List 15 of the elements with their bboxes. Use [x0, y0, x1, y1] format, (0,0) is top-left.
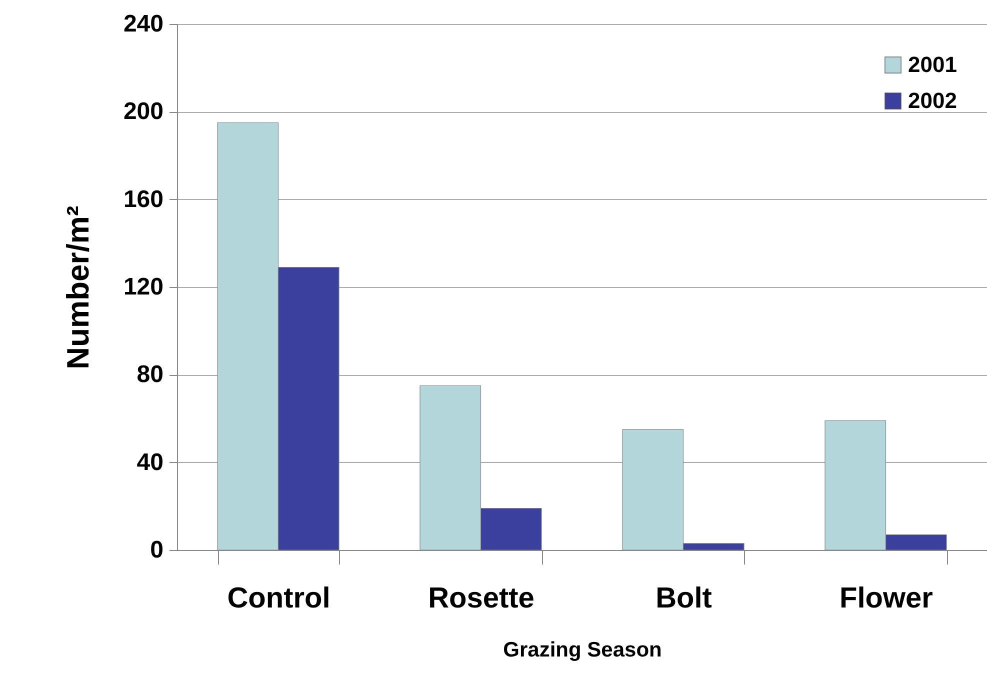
y-tick-label: 40: [136, 448, 164, 476]
legend-label: 2002: [908, 88, 957, 113]
y-tick-label: 160: [123, 186, 164, 213]
y-tick-label: 120: [123, 274, 164, 300]
x-tick-label: Bolt: [656, 582, 712, 614]
x-tick-label: Rosette: [428, 582, 534, 614]
y-tick-label: 240: [123, 10, 164, 38]
x-tick-label: Flower: [840, 582, 933, 614]
legend-label: 2001: [908, 52, 957, 77]
y-tick-label: 0: [150, 536, 164, 564]
y-tick-label: 200: [123, 98, 164, 126]
y-axis-title: Number/m²: [60, 206, 96, 370]
x-tick-label: Control: [227, 582, 330, 614]
y-tick-label: 80: [136, 361, 164, 388]
x-axis-title: Grazing Season: [503, 638, 662, 662]
